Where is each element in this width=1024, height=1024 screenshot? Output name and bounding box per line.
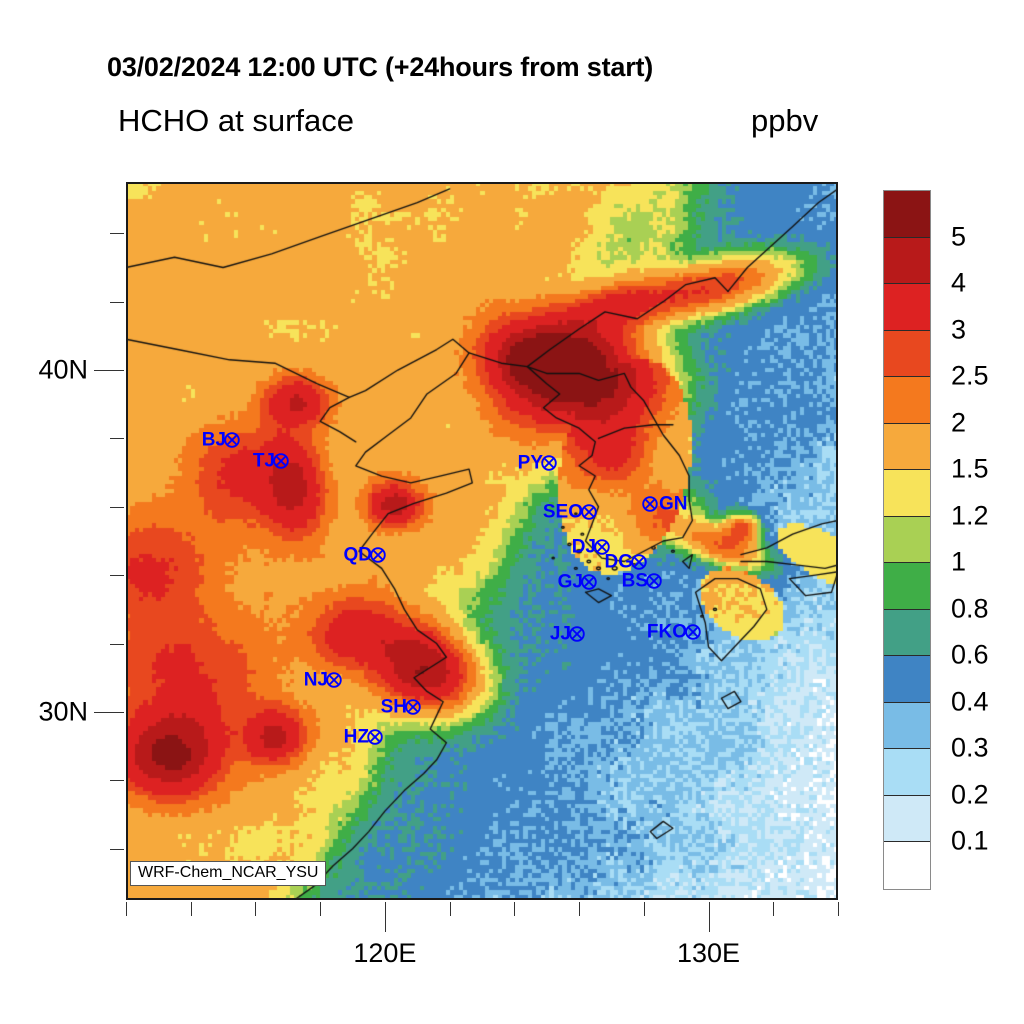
x-axis-tick <box>255 902 257 916</box>
map-panel[interactable]: WRF-Chem_NCAR_YSU BJ TJ QD NJ SH HZ PY SEO GN DJ D… <box>94 182 839 932</box>
colorbar-band <box>884 795 930 843</box>
city-marker-bj[interactable] <box>224 432 241 449</box>
model-stamp-box: WRF-Chem_NCAR_YSU <box>130 861 327 886</box>
y-axis-tick <box>110 575 124 577</box>
colorbar-band <box>884 749 930 796</box>
colorbar-tick-label: 0.6 <box>951 639 989 670</box>
x-axis-tick <box>579 902 581 916</box>
city-label-tj: TJ <box>252 450 275 472</box>
colorbar <box>883 190 931 890</box>
x-axis-tick <box>190 902 192 916</box>
y-axis-tick <box>110 301 124 303</box>
city-marker-seo[interactable] <box>581 504 598 521</box>
units-label: ppbv <box>751 103 819 138</box>
x-axis-tick <box>708 902 710 932</box>
colorbar-band <box>884 191 930 238</box>
y-axis-tick <box>110 506 124 508</box>
y-axis-tick <box>94 711 124 713</box>
colorbar-band <box>884 470 930 517</box>
city-label-py: PY <box>517 452 543 474</box>
y-axis-tick <box>94 370 124 372</box>
city-marker-fko[interactable] <box>685 624 702 641</box>
colorbar-band <box>884 423 930 471</box>
colorbar-tick-label: 3 <box>951 314 967 345</box>
city-marker-hz[interactable] <box>367 729 384 746</box>
city-marker-qd[interactable] <box>370 547 387 564</box>
city-label-sh: SH <box>380 696 407 718</box>
variable-label: HCHO at surface <box>118 103 355 138</box>
city-marker-dj[interactable] <box>594 539 611 556</box>
colorbar-band <box>884 237 930 285</box>
x-axis-tick <box>384 902 386 932</box>
y-axis-label: 30N <box>38 696 88 727</box>
city-label-qd: QD <box>343 544 373 566</box>
colorbar-band <box>884 609 930 657</box>
city-marker-bs[interactable] <box>646 573 663 590</box>
city-label-dg: DG <box>604 551 634 573</box>
y-axis-tick <box>110 643 124 645</box>
colorbar-band <box>884 284 930 331</box>
x-axis-tick <box>320 902 322 916</box>
colorbar-band <box>884 330 930 378</box>
y-axis-tick <box>110 780 124 782</box>
colorbar-tick-label: 0.8 <box>951 593 989 624</box>
x-axis-tick <box>773 902 775 916</box>
colorbar-band <box>884 842 930 889</box>
colorbar-tick-label: 1.2 <box>951 500 989 531</box>
city-label-bj: BJ <box>201 429 226 451</box>
y-axis-tick <box>110 233 124 235</box>
colorbar-band <box>884 702 930 750</box>
city-marker-nj[interactable] <box>326 672 343 689</box>
x-axis-label: 120E <box>353 938 417 968</box>
x-axis-tick <box>643 902 645 916</box>
concentration-field <box>126 182 838 900</box>
colorbar-band <box>884 516 930 564</box>
y-axis-label: 40N <box>38 354 88 385</box>
city-label-bs: BS <box>621 570 648 592</box>
city-label-hz: HZ <box>343 726 369 748</box>
city-marker-tj[interactable] <box>273 453 290 470</box>
x-axis-tick <box>838 902 839 916</box>
colorbar-tick-label: 5 <box>951 221 967 252</box>
city-marker-py[interactable] <box>541 455 558 472</box>
x-axis-tick <box>514 902 516 916</box>
city-label-seo: SEO <box>542 501 583 523</box>
colorbar-band <box>884 656 930 703</box>
city-label-jj: JJ <box>549 623 571 645</box>
y-axis-tick <box>110 438 124 440</box>
city-label-gn: GN <box>659 493 688 515</box>
colorbar-tick-label: 2 <box>951 407 967 438</box>
colorbar-tick-label: 1.5 <box>951 453 989 484</box>
city-marker-jj[interactable] <box>569 626 586 643</box>
city-label-gj: GJ <box>557 571 583 593</box>
x-axis-tick <box>449 902 451 916</box>
colorbar-band <box>884 377 930 424</box>
city-marker-gj[interactable] <box>581 574 598 591</box>
figure-title: 03/02/2024 12:00 UTC (+24hours from star… <box>107 52 654 82</box>
y-axis-tick <box>110 848 124 850</box>
colorbar-tick-label: 4 <box>951 267 967 298</box>
city-label-fko: FKO <box>646 621 687 643</box>
colorbar-tick-label: 0.4 <box>951 686 989 717</box>
city-marker-gn[interactable] <box>642 496 659 513</box>
colorbar-tick-label: 1 <box>951 546 967 577</box>
colorbar-tick-label: 0.2 <box>951 779 989 810</box>
city-marker-dg[interactable] <box>631 554 648 571</box>
colorbar-tick-label: 2.5 <box>951 360 989 391</box>
model-stamp-label: WRF-Chem_NCAR_YSU <box>138 864 319 881</box>
x-axis-label: 130E <box>677 938 741 968</box>
colorbar-band <box>884 563 930 610</box>
colorbar-tick-label: 0.3 <box>951 732 989 763</box>
x-axis-tick <box>126 902 127 916</box>
city-label-nj: NJ <box>303 669 328 691</box>
colorbar-tick-label: 0.1 <box>951 825 989 856</box>
city-marker-sh[interactable] <box>405 699 422 716</box>
city-label-dj: DJ <box>571 536 596 558</box>
